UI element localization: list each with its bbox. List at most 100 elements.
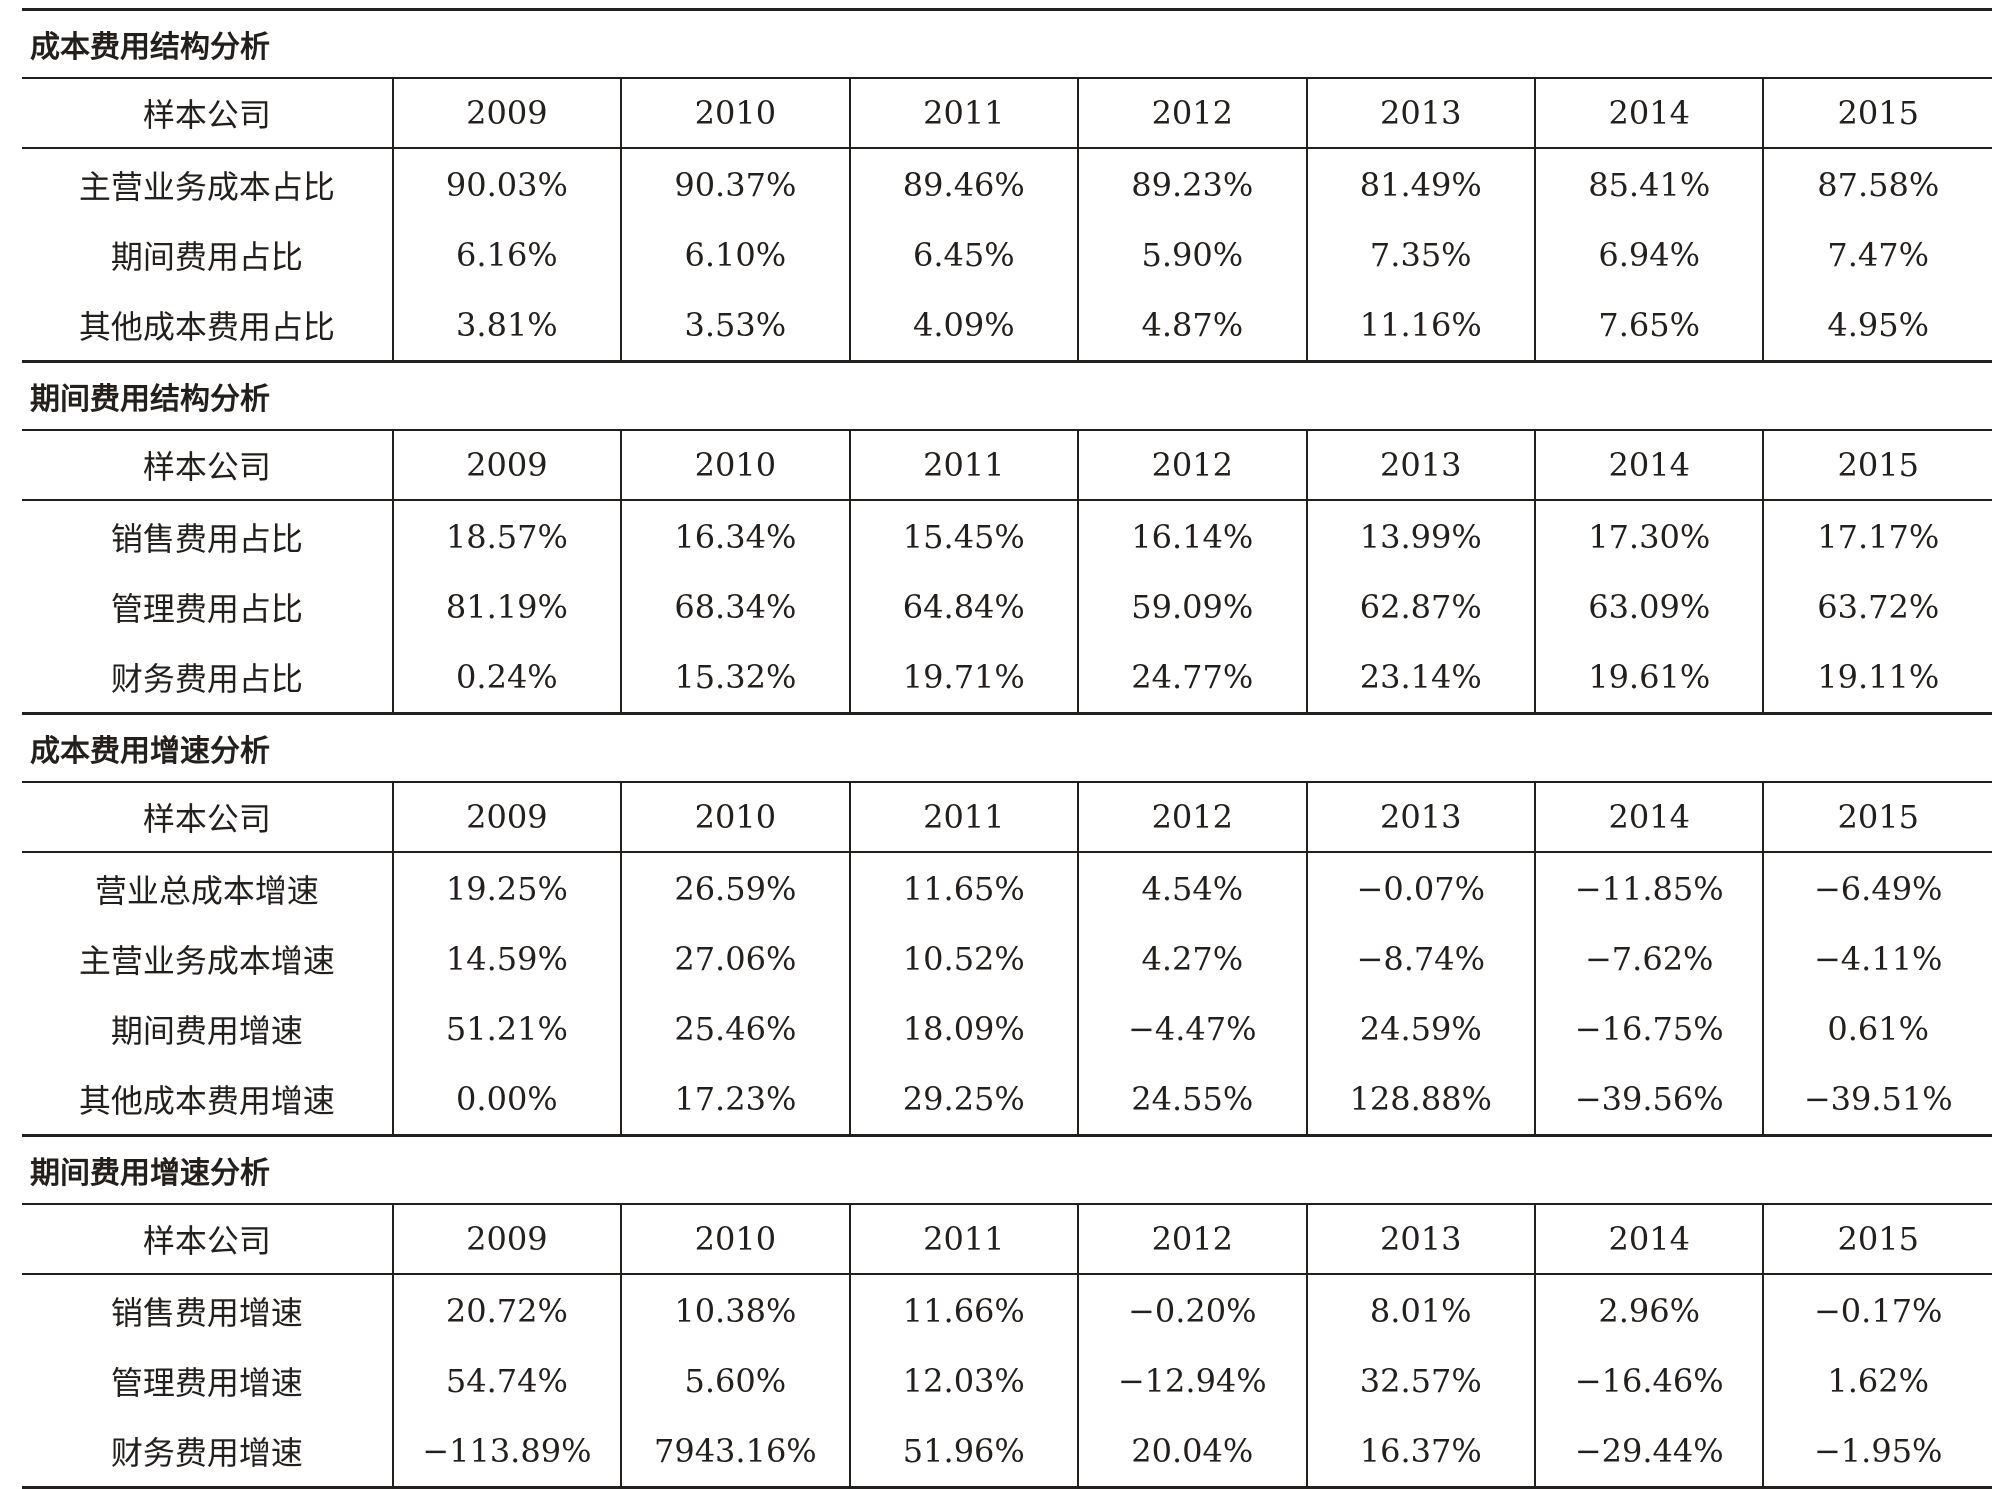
value-cell: −39.56% [1533, 1064, 1764, 1136]
value-cell: 13.99% [1305, 500, 1535, 572]
row-label: 管理费用占比 [110, 590, 303, 628]
value-cell: 4.09% [848, 290, 1079, 362]
value-cell: 7.35% [1305, 220, 1535, 290]
section-title-row: 期间费用结构分析 [22, 360, 1992, 431]
table-row: 期间费用占比 6.16% 6.10% 6.45% 5.90% 7.35% 6.94% 7.47… [22, 220, 1992, 290]
value-cell: −11.85% [1533, 852, 1764, 924]
value-cell: −39.51% [1762, 1064, 1992, 1136]
value-cell: 89.23% [1077, 148, 1307, 220]
value-cell: 4.87% [1077, 290, 1307, 362]
value-cell: 24.55% [1077, 1064, 1307, 1136]
value-cell: 59.09% [1077, 572, 1307, 642]
value-cell: 4.54% [1077, 852, 1307, 924]
row-label: 管理费用增速 [110, 1364, 303, 1402]
table-row: 其他成本费用增速 0.00% 17.23% 29.25% 24.55% 128.88% −3… [22, 1064, 1992, 1136]
table-body: 成本费用结构分析 样本公司 2009 2010 2011 2012 2013 2014 2015… [22, 8, 1992, 1488]
header-year: 2009 [391, 1204, 622, 1275]
section-title: 期间费用增速分析 [22, 1134, 1992, 1205]
value-cell: 6.16% [391, 220, 622, 290]
value-cell: 25.46% [620, 994, 850, 1064]
value-cell: −6.49% [1762, 852, 1992, 924]
value-cell: 54.74% [391, 1346, 622, 1416]
value-cell: 63.72% [1762, 572, 1992, 642]
header-sample-company: 样本公司 [22, 782, 393, 853]
column-header-row: 样本公司 2009 2010 2011 2012 2013 2014 2015 [22, 78, 1992, 149]
value-cell: 7.65% [1533, 290, 1764, 362]
value-cell: −12.94% [1077, 1346, 1307, 1416]
value-cell: 11.65% [848, 852, 1079, 924]
value-cell: 18.09% [848, 994, 1079, 1064]
value-cell: 85.41% [1533, 148, 1764, 220]
value-cell: 10.52% [848, 924, 1079, 994]
value-cell: 7943.16% [620, 1416, 850, 1488]
row-label: 期间费用增速 [110, 1012, 303, 1050]
value-cell: 81.49% [1305, 148, 1535, 220]
value-cell: −16.46% [1533, 1346, 1764, 1416]
value-cell: 17.17% [1762, 500, 1992, 572]
value-cell: 16.37% [1305, 1416, 1535, 1488]
value-cell: 0.24% [391, 642, 622, 714]
header-year: 2011 [848, 430, 1079, 501]
value-cell: 5.60% [620, 1346, 850, 1416]
section-title-row: 成本费用结构分析 [22, 8, 1992, 79]
row-label: 财务费用增速 [110, 1434, 303, 1472]
value-cell: 68.34% [620, 572, 850, 642]
header-year: 2010 [620, 782, 850, 853]
row-label: 财务费用占比 [110, 660, 303, 698]
value-cell: 29.25% [848, 1064, 1079, 1136]
value-cell: 87.58% [1762, 148, 1992, 220]
table-row: 财务费用占比 0.24% 15.32% 19.71% 24.77% 23.14% 19.61… [22, 642, 1992, 714]
section-title: 成本费用结构分析 [22, 8, 1992, 79]
value-cell: 5.90% [1077, 220, 1307, 290]
value-cell: 15.32% [620, 642, 850, 714]
value-cell: 32.57% [1305, 1346, 1535, 1416]
section-title-row: 成本费用增速分析 [22, 712, 1992, 783]
section-title: 成本费用增速分析 [22, 712, 1992, 783]
value-cell: −29.44% [1533, 1416, 1764, 1488]
value-cell: 17.30% [1533, 500, 1764, 572]
value-cell: 64.84% [848, 572, 1079, 642]
header-year: 2010 [620, 78, 850, 149]
value-cell: 16.14% [1077, 500, 1307, 572]
value-cell: −7.62% [1533, 924, 1764, 994]
value-cell: −113.89% [391, 1416, 622, 1488]
value-cell: −4.47% [1077, 994, 1307, 1064]
value-cell: 2.96% [1533, 1274, 1764, 1346]
value-cell: 14.59% [391, 924, 622, 994]
value-cell: 11.16% [1305, 290, 1535, 362]
value-cell: −0.20% [1077, 1274, 1307, 1346]
value-cell: 19.11% [1762, 642, 1992, 714]
value-cell: 6.10% [620, 220, 850, 290]
value-cell: −4.11% [1762, 924, 1992, 994]
row-label: 主营业务成本增速 [78, 942, 335, 980]
table-row: 管理费用占比 81.19% 68.34% 64.84% 59.09% 62.87% 63.0… [22, 572, 1992, 642]
value-cell: 51.21% [391, 994, 622, 1064]
value-cell: 23.14% [1305, 642, 1535, 714]
header-year: 2013 [1305, 782, 1535, 853]
row-label: 其他成本费用占比 [78, 308, 335, 346]
header-year: 2011 [848, 78, 1079, 149]
value-cell: 63.09% [1533, 572, 1764, 642]
value-cell: 24.77% [1077, 642, 1307, 714]
header-year: 2015 [1762, 782, 1992, 853]
table-row: 管理费用增速 54.74% 5.60% 12.03% −12.94% 32.57% −16.… [22, 1346, 1992, 1416]
value-cell: 4.27% [1077, 924, 1307, 994]
value-cell: 8.01% [1305, 1274, 1535, 1346]
table-row: 财务费用增速 −113.89% 7943.16% 51.96% 20.04% 16.37%… [22, 1416, 1992, 1488]
value-cell: 81.19% [391, 572, 622, 642]
header-sample-company: 样本公司 [22, 78, 393, 149]
value-cell: 16.34% [620, 500, 850, 572]
value-cell: 6.45% [848, 220, 1079, 290]
value-cell: 24.59% [1305, 994, 1535, 1064]
header-year: 2011 [848, 1204, 1079, 1275]
value-cell: 11.66% [848, 1274, 1079, 1346]
value-cell: 90.37% [620, 148, 850, 220]
header-year: 2014 [1533, 1204, 1764, 1275]
table-row: 主营业务成本占比 90.03% 90.37% 89.46% 89.23% 81.49% 85… [22, 148, 1992, 220]
row-label: 其他成本费用增速 [78, 1082, 335, 1120]
value-cell: 3.53% [620, 290, 850, 362]
value-cell: 0.00% [391, 1064, 622, 1136]
value-cell: 51.96% [848, 1416, 1079, 1488]
header-year: 2014 [1533, 430, 1764, 501]
value-cell: −0.17% [1762, 1274, 1992, 1346]
